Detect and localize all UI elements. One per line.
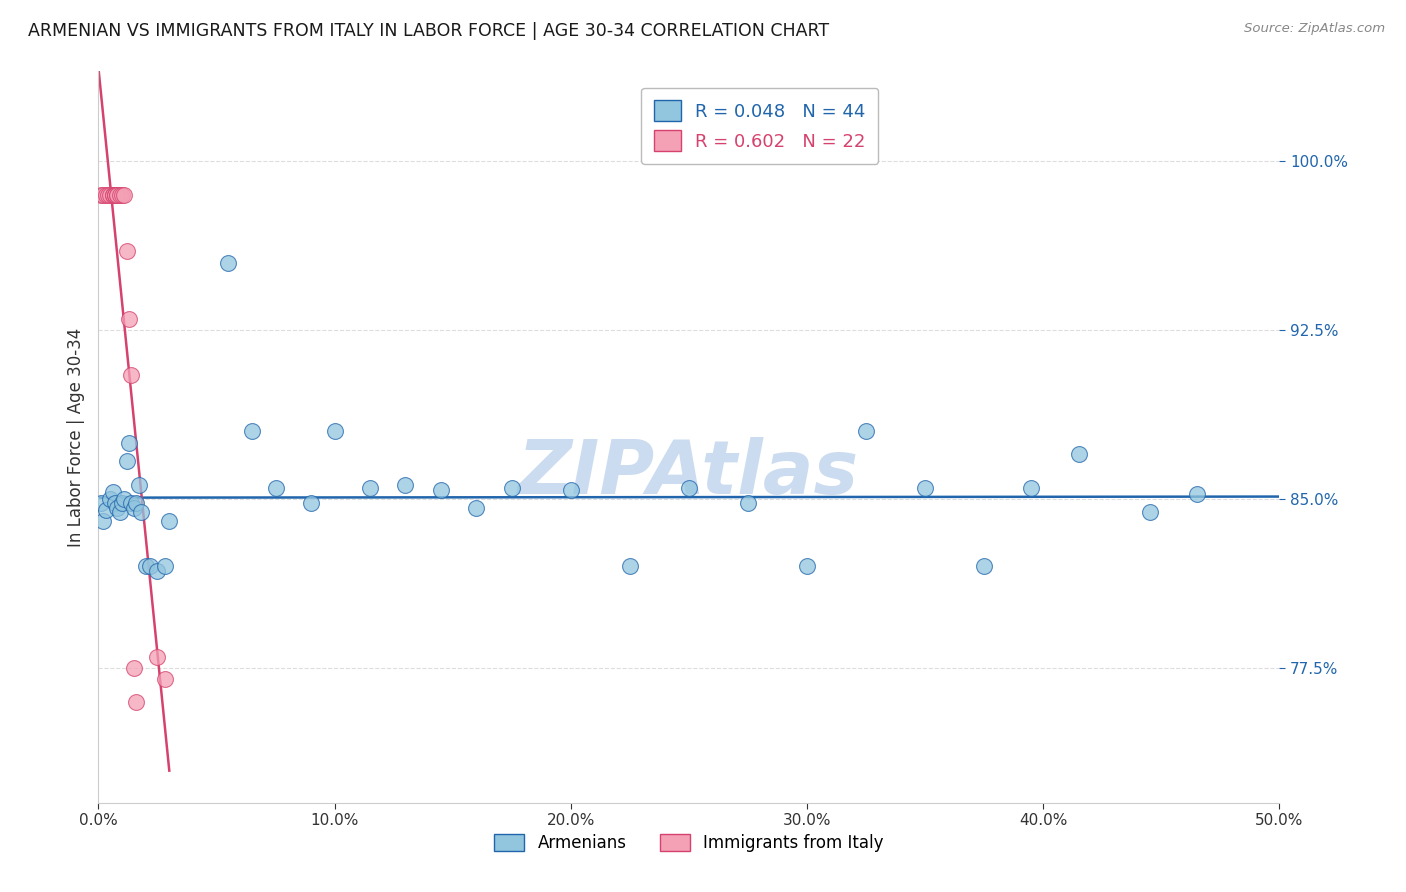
Point <box>90 188 112 202</box>
Point <box>465 500 488 515</box>
Point <box>91 188 114 202</box>
Point <box>104 188 127 202</box>
Point <box>153 672 176 686</box>
Point <box>98 491 121 506</box>
Point <box>121 368 143 383</box>
Point <box>97 188 120 202</box>
Point <box>394 478 416 492</box>
Point <box>973 559 995 574</box>
Point <box>501 481 523 495</box>
Point <box>914 481 936 495</box>
Point <box>122 500 145 515</box>
Point <box>678 481 700 495</box>
Point <box>299 496 322 510</box>
Point <box>217 255 239 269</box>
Point <box>94 503 117 517</box>
Point <box>146 649 169 664</box>
Point <box>855 425 877 439</box>
Point <box>115 453 138 467</box>
Point <box>128 478 150 492</box>
Point <box>90 496 112 510</box>
Point <box>104 188 127 202</box>
Point <box>1067 447 1090 461</box>
Point <box>264 481 287 495</box>
Point <box>98 188 121 202</box>
Point <box>359 481 381 495</box>
Point <box>122 661 145 675</box>
Point <box>135 559 157 574</box>
Point <box>104 188 127 202</box>
Point <box>108 188 131 202</box>
Point <box>737 496 759 510</box>
Point <box>118 435 141 450</box>
Point <box>101 188 124 202</box>
Point <box>157 515 180 529</box>
Point <box>146 564 169 578</box>
Point <box>111 496 134 510</box>
Point <box>153 559 176 574</box>
Point <box>118 312 141 326</box>
Point <box>105 500 128 515</box>
Point <box>619 559 641 574</box>
Point <box>112 188 135 202</box>
Point <box>101 485 124 500</box>
Point <box>105 188 128 202</box>
Point <box>323 425 346 439</box>
Point <box>105 188 128 202</box>
Point <box>104 496 127 510</box>
Point <box>111 188 134 202</box>
Point <box>94 188 117 202</box>
Legend: Armenians, Immigrants from Italy: Armenians, Immigrants from Italy <box>486 825 891 860</box>
Point <box>1185 487 1208 501</box>
Point <box>112 491 135 506</box>
Point <box>139 559 162 574</box>
Point <box>115 244 138 259</box>
Text: Source: ZipAtlas.com: Source: ZipAtlas.com <box>1244 22 1385 36</box>
Point <box>101 188 124 202</box>
Point <box>129 506 152 520</box>
Point <box>1021 481 1043 495</box>
Point <box>108 506 131 520</box>
Point <box>1139 506 1161 520</box>
Point <box>560 483 582 497</box>
Point <box>125 496 148 510</box>
Point <box>796 559 818 574</box>
Text: ARMENIAN VS IMMIGRANTS FROM ITALY IN LABOR FORCE | AGE 30-34 CORRELATION CHART: ARMENIAN VS IMMIGRANTS FROM ITALY IN LAB… <box>28 22 830 40</box>
Point <box>430 483 453 497</box>
Text: ZIPAtlas: ZIPAtlas <box>519 437 859 510</box>
Y-axis label: In Labor Force | Age 30-34: In Labor Force | Age 30-34 <box>66 327 84 547</box>
Point <box>125 694 148 708</box>
Point <box>91 515 114 529</box>
Point <box>121 496 143 510</box>
Point <box>240 425 263 439</box>
